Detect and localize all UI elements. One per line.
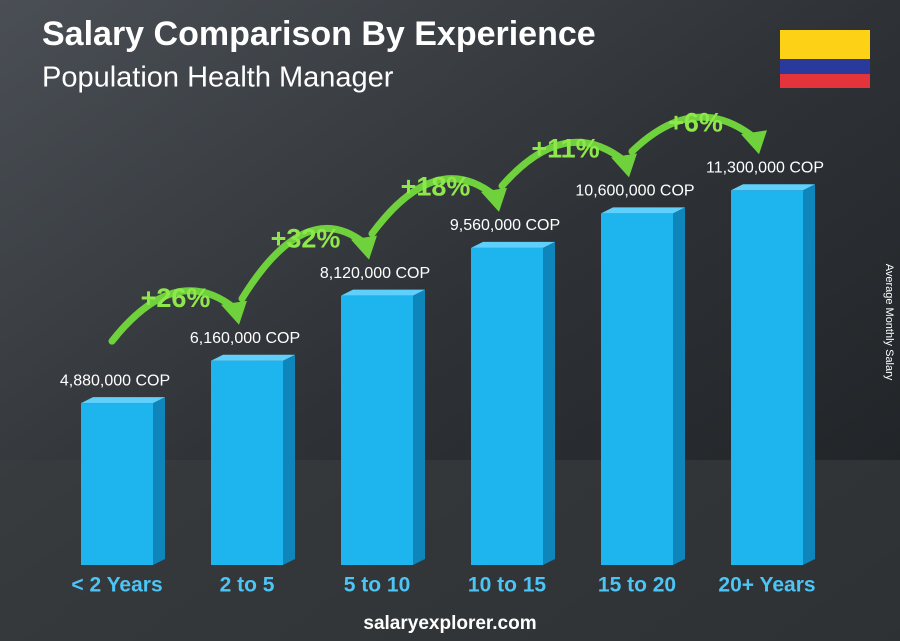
flag bbox=[780, 30, 870, 88]
value-label: 8,120,000 COP bbox=[320, 265, 430, 282]
growth-percent: +26% bbox=[141, 283, 211, 313]
bar bbox=[731, 184, 815, 565]
bar bbox=[471, 241, 555, 565]
bar bbox=[341, 289, 425, 565]
value-label: 10,600,000 COP bbox=[575, 183, 694, 200]
growth-arrow bbox=[108, 287, 239, 345]
bar bbox=[601, 207, 685, 565]
x-tick-label: 10 to 15 bbox=[468, 574, 547, 597]
y-axis-label: Average Monthly Salary bbox=[883, 264, 895, 381]
value-label: 11,300,000 COP bbox=[706, 159, 824, 176]
arrow-head bbox=[481, 187, 507, 212]
chart-subtitle: Population Health Manager bbox=[42, 62, 394, 94]
x-tick-label: 20+ Years bbox=[718, 574, 815, 597]
arrow-head bbox=[351, 235, 377, 260]
arrow-head bbox=[221, 300, 247, 325]
bar-side bbox=[673, 207, 685, 565]
bar-front bbox=[81, 403, 153, 565]
growth-percent: +11% bbox=[531, 134, 599, 164]
growth-percent: +18% bbox=[401, 171, 471, 201]
growth-arrow bbox=[628, 113, 759, 155]
bar-front bbox=[341, 295, 413, 565]
chart-title: Salary Comparison By Experience bbox=[42, 15, 596, 53]
bar-top bbox=[731, 184, 815, 191]
bar-top bbox=[341, 289, 425, 296]
growth-arrow bbox=[498, 138, 629, 190]
bar-side bbox=[283, 354, 295, 565]
bar bbox=[81, 397, 165, 565]
bar-top bbox=[211, 354, 295, 361]
x-tick-label: < 2 Years bbox=[71, 574, 162, 597]
bar-top bbox=[471, 241, 555, 248]
value-label: 9,560,000 COP bbox=[450, 217, 560, 234]
footer: salaryexplorer.com bbox=[363, 613, 536, 634]
growth-arrow bbox=[368, 175, 499, 238]
bar-front bbox=[601, 213, 673, 565]
arrow-head bbox=[611, 153, 637, 178]
bar-front bbox=[731, 190, 803, 565]
growth-arrow bbox=[238, 225, 369, 303]
growth-percent: +32% bbox=[271, 224, 341, 254]
bar bbox=[211, 354, 295, 565]
x-tick-label: 5 to 10 bbox=[344, 574, 411, 597]
bar-side bbox=[153, 397, 165, 565]
bar-top bbox=[601, 207, 685, 214]
x-tick-label: 15 to 20 bbox=[598, 574, 676, 597]
arrow-head bbox=[741, 130, 767, 155]
growth-percent: +6% bbox=[668, 108, 723, 138]
bar-top bbox=[81, 397, 165, 404]
bar-front bbox=[471, 247, 543, 565]
bar-front bbox=[211, 360, 283, 565]
bar-side bbox=[543, 241, 555, 565]
value-label: 6,160,000 COP bbox=[190, 330, 300, 347]
bar-side bbox=[413, 289, 425, 565]
value-label: 4,880,000 COP bbox=[60, 372, 170, 389]
x-tick-label: 2 to 5 bbox=[220, 574, 275, 597]
bar-side bbox=[803, 184, 815, 565]
